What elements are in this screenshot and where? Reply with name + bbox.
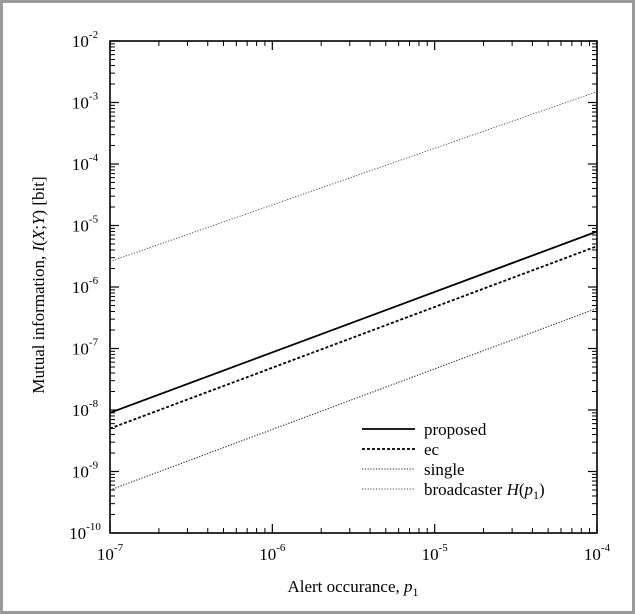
x-axis-label: Alert occurance, p1 [287,577,418,599]
y-tick-label: 10-2 [72,29,98,51]
y-tick-label: 10-3 [72,91,99,113]
y-tick-label: 10-10 [69,521,101,543]
x-tick-labels: 10-7 10-6 10-5 10-4 [97,542,611,564]
series-line-broadcaster [109,91,598,262]
x-tick-label: 10-6 [259,542,286,564]
legend-label: single [424,460,465,479]
y-tick-label: 10-6 [72,275,99,297]
y-axis-label: Mutual information, I(X;Y) [bit] [29,176,48,393]
series-lines [109,91,598,491]
series-line-proposed [109,230,598,414]
x-tick-label: 10-4 [584,542,611,564]
series-line-single [109,307,598,491]
legend-label: proposed [424,420,487,439]
legend-label: broadcaster H(p1) [424,480,545,502]
y-tick-labels: 10-10 10-9 10-8 10-7 10-6 10-5 10-4 10-3 10-2 [69,29,101,543]
y-tick-label: 10-9 [72,460,99,482]
x-tick-label: 10-5 [422,542,449,564]
legend-label: ec [424,440,440,459]
x-tick-label: 10-7 [97,542,124,564]
plot-area [109,40,598,534]
minor-ticks [110,41,597,533]
y-tick-label: 10-7 [72,337,99,359]
y-tick-label: 10-5 [72,214,99,236]
y-tick-label: 10-4 [72,152,99,174]
series-line-ec [109,245,598,430]
y-tick-label: 10-8 [72,398,99,420]
major-ticks [109,40,598,534]
